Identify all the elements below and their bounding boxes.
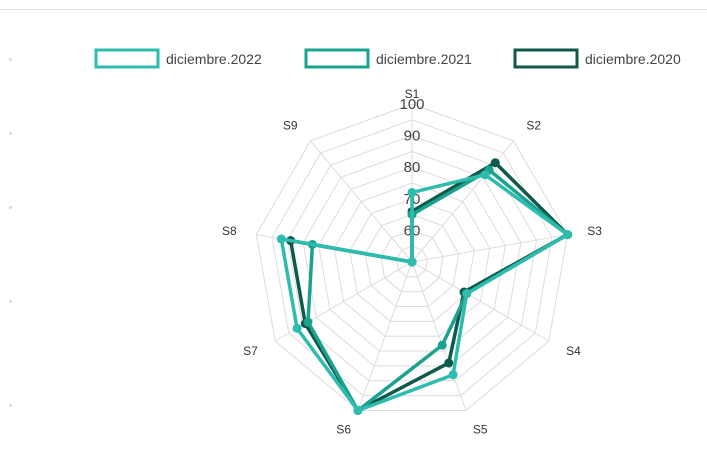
series-line — [279, 173, 570, 413]
scroll-mark — [9, 58, 12, 61]
data-point — [437, 340, 447, 350]
tick-label: 90 — [404, 128, 421, 145]
axis-label-s7: S7 — [243, 344, 258, 358]
grid-ring — [255, 103, 569, 411]
axis-label-s4: S4 — [566, 344, 581, 358]
data-point — [353, 405, 363, 415]
legend-swatch[interactable] — [94, 48, 160, 69]
legend-swatch[interactable] — [513, 48, 579, 69]
data-point — [462, 289, 472, 299]
data-point — [448, 370, 458, 380]
data-point — [303, 317, 313, 327]
legend-label[interactable]: diciembre.2021 — [376, 51, 472, 67]
scroll-mark — [9, 404, 12, 407]
scroll-mark — [9, 206, 12, 209]
data-point — [490, 158, 500, 168]
legend-swatch[interactable] — [304, 48, 370, 69]
axis-label-s5: S5 — [473, 422, 488, 436]
axis-label-s3: S3 — [587, 224, 602, 238]
axis-labels: S1 S2 S3 S4 S5 S6 S7 S8 S9 — [222, 87, 602, 436]
axis-label-s1: S1 — [405, 87, 420, 101]
scroll-mark — [9, 132, 12, 135]
data-point — [444, 358, 454, 368]
grid-spoke — [411, 261, 550, 342]
grid-spoke — [411, 261, 467, 411]
data-point — [292, 323, 302, 333]
series-layer — [276, 158, 573, 415]
grid-ring — [318, 166, 506, 352]
data-point — [407, 187, 417, 197]
data-point — [480, 170, 490, 180]
axis-label-s2: S2 — [526, 119, 541, 133]
axis-label-s6: S6 — [336, 422, 351, 436]
series-diciembre.2022 — [276, 170, 573, 415]
grid-ring — [333, 182, 491, 337]
grid-ring — [395, 245, 429, 278]
legend: diciembre.2022 diciembre.2021 diciembre.20… — [94, 48, 681, 69]
legend-label[interactable]: diciembre.2020 — [585, 51, 681, 67]
axis-label-s9: S9 — [283, 119, 298, 133]
grid-spoke — [310, 140, 413, 263]
scroll-mark — [9, 300, 12, 303]
grid-spoke — [411, 234, 568, 263]
grid-spoke — [357, 261, 413, 411]
legend-label[interactable]: diciembre.2022 — [166, 51, 262, 67]
tick-label: 80 — [404, 159, 421, 176]
tick-label: 100 — [399, 96, 424, 113]
grid-ring — [364, 214, 460, 308]
grid-ring — [349, 198, 475, 322]
top-divider — [0, 9, 707, 10]
data-point — [407, 257, 417, 267]
axis-label-s8: S8 — [222, 224, 237, 238]
grid-ring — [380, 229, 444, 293]
data-point — [563, 230, 573, 240]
data-point — [276, 234, 286, 244]
grid-ring — [302, 150, 522, 367]
